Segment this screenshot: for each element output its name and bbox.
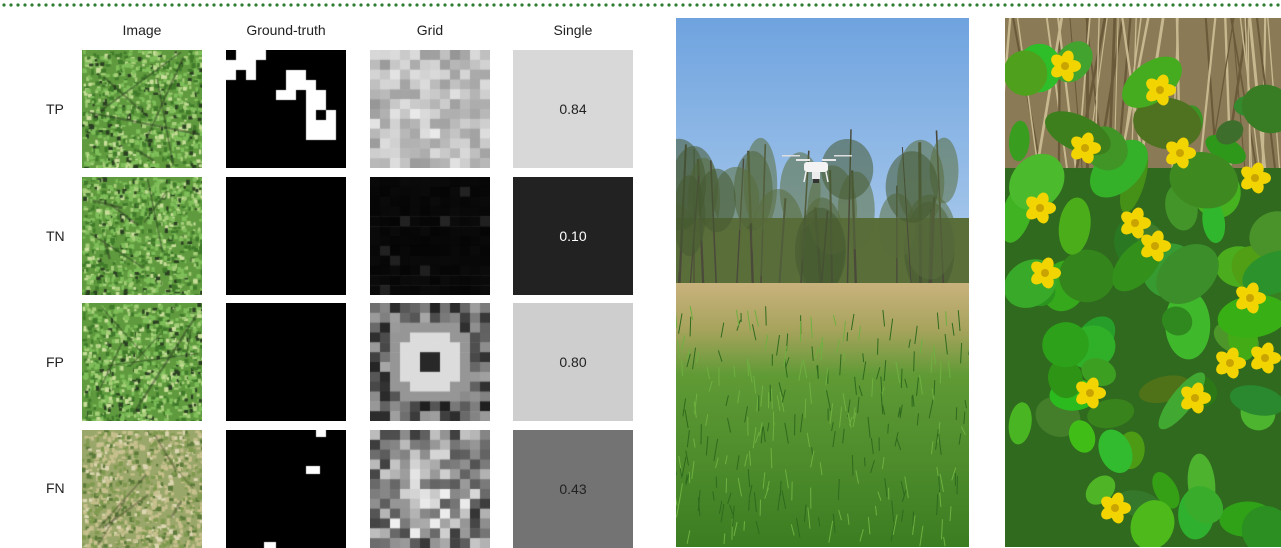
aerial-image-tn bbox=[82, 177, 202, 295]
dotted-top-border bbox=[0, 0, 1281, 10]
drone-meadow-scene bbox=[676, 18, 969, 547]
drone-meadow-photo bbox=[676, 18, 969, 547]
ground-truth-mask-fn bbox=[226, 430, 346, 548]
single-prediction-fn: 0.43 bbox=[513, 430, 633, 548]
grid-prediction-fn bbox=[370, 430, 490, 548]
row-label-tp: TP bbox=[46, 101, 76, 117]
ground-truth-mask-tp bbox=[226, 50, 346, 168]
aerial-image-fn bbox=[82, 430, 202, 548]
ground-truth-mask-fp bbox=[226, 303, 346, 421]
row-label-fp: FP bbox=[46, 354, 76, 370]
single-value-fn: 0.43 bbox=[513, 481, 633, 497]
single-prediction-fp: 0.80 bbox=[513, 303, 633, 421]
marsh-marigold-scene bbox=[1005, 18, 1281, 547]
ground-truth-mask-tn bbox=[226, 177, 346, 295]
col-header-ground-truth: Ground-truth bbox=[226, 22, 346, 38]
single-prediction-tn: 0.10 bbox=[513, 177, 633, 295]
col-header-image: Image bbox=[82, 22, 202, 38]
row-label-tn: TN bbox=[46, 228, 76, 244]
single-value-tp: 0.84 bbox=[513, 101, 633, 117]
grid-prediction-tp bbox=[370, 50, 490, 168]
row-label-fn: FN bbox=[46, 480, 76, 496]
grid-prediction-tn bbox=[370, 177, 490, 295]
col-header-grid: Grid bbox=[370, 22, 490, 38]
single-value-fp: 0.80 bbox=[513, 354, 633, 370]
marsh-marigold-photo bbox=[1005, 18, 1281, 547]
aerial-image-tp bbox=[82, 50, 202, 168]
single-prediction-tp: 0.84 bbox=[513, 50, 633, 168]
grid-prediction-fp bbox=[370, 303, 490, 421]
col-header-single: Single bbox=[513, 22, 633, 38]
single-value-tn: 0.10 bbox=[513, 228, 633, 244]
aerial-image-fp bbox=[82, 303, 202, 421]
